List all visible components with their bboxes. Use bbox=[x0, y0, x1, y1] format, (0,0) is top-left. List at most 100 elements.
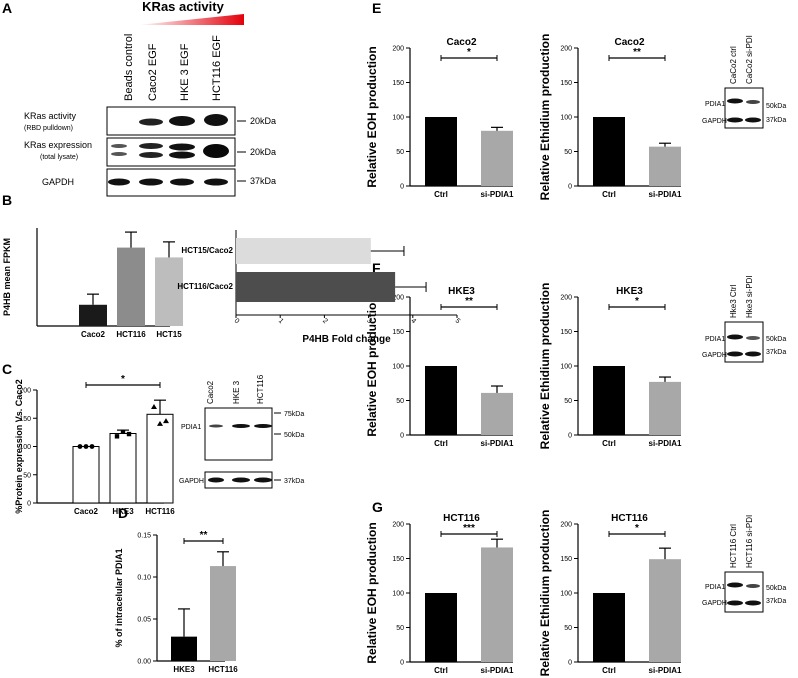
y-axis-label: % of intracelular PDIA1 bbox=[114, 548, 124, 647]
panel-label-b: B bbox=[2, 192, 12, 208]
row-label: PDIA1 bbox=[705, 584, 725, 591]
lane-label: Hke3 Ctrl bbox=[729, 284, 738, 318]
lane-label: HKE 3 EGF bbox=[179, 43, 191, 101]
x-tick-label: HCT116 bbox=[208, 665, 238, 674]
bar bbox=[146, 413, 174, 504]
blot-band bbox=[232, 477, 250, 483]
data-point bbox=[114, 434, 120, 439]
kras-activity-title: KRas activity bbox=[142, 0, 224, 14]
row-label: KRas expression bbox=[24, 140, 92, 150]
x-tick-label: HCT15 bbox=[156, 330, 182, 339]
y-tick-label: 100 bbox=[392, 364, 404, 371]
chart-title: HCT116 bbox=[611, 513, 648, 524]
data-point bbox=[126, 431, 132, 437]
panel-label-c: C bbox=[2, 361, 12, 377]
x-tick-label: Ctrl bbox=[434, 439, 448, 448]
y-axis-label: Relative EOH production bbox=[365, 46, 379, 187]
x-tick-label: si-PDIA1 bbox=[481, 190, 514, 199]
marker-size: 37kDa bbox=[766, 117, 786, 124]
blot-band bbox=[727, 98, 743, 104]
row-label: PDIA1 bbox=[705, 101, 725, 108]
y-tick-label: 100 bbox=[19, 444, 31, 451]
blot-frame bbox=[724, 87, 764, 129]
y-tick-label: 200 bbox=[19, 388, 31, 395]
y-tick-label: 50 bbox=[564, 625, 572, 632]
chart-title: Caco2 bbox=[446, 37, 476, 48]
bar bbox=[649, 381, 681, 435]
lane-label: CaCo2 si-PDI bbox=[745, 35, 754, 84]
blot-band bbox=[232, 424, 250, 428]
y-tick-label: HCT116/Caco2 bbox=[177, 282, 233, 291]
lane-label: Hke3 si-PDI bbox=[745, 275, 754, 318]
blot-band bbox=[169, 116, 195, 126]
panel-label-a: A bbox=[2, 0, 12, 16]
blot-band bbox=[170, 178, 194, 186]
y-tick-label: 150 bbox=[392, 556, 404, 563]
data-point bbox=[151, 403, 157, 409]
blot-band bbox=[254, 477, 272, 483]
y-tick-label: 50 bbox=[396, 149, 404, 156]
y-tick-label: 150 bbox=[19, 416, 31, 423]
blot-band bbox=[139, 143, 163, 149]
panel-label-e: E bbox=[372, 0, 381, 16]
x-tick-label: 2 bbox=[321, 317, 329, 325]
bar bbox=[593, 593, 625, 662]
blot-c: Caco2 HKE 3 HCT116 PDIA1 GAPDH 75kDa 50k… bbox=[179, 374, 304, 489]
blot-band bbox=[111, 144, 127, 148]
y-tick-label: 200 bbox=[560, 295, 572, 302]
bar bbox=[155, 257, 183, 326]
bar bbox=[593, 366, 625, 435]
blot-band bbox=[209, 424, 223, 428]
y-axis-label: P4HB mean FPKM bbox=[2, 238, 12, 316]
blot-band bbox=[727, 600, 743, 606]
row-label: PDIA1 bbox=[181, 424, 201, 431]
x-tick-label: Ctrl bbox=[434, 190, 448, 199]
y-tick-label: 0.10 bbox=[137, 575, 151, 582]
bar bbox=[649, 146, 681, 186]
marker-size: 37kDa bbox=[766, 349, 786, 356]
blot-band bbox=[745, 600, 761, 606]
x-tick-label: 0 bbox=[233, 317, 241, 325]
y-axis-label: %Protein expression Vs. Caco2 bbox=[14, 379, 24, 514]
blot-band bbox=[139, 178, 163, 186]
blot-band bbox=[727, 351, 743, 357]
blot-band bbox=[746, 336, 760, 340]
data-point bbox=[77, 444, 83, 449]
y-tick-label: 0.05 bbox=[137, 617, 151, 624]
bar bbox=[425, 593, 457, 662]
y-tick-label: 200 bbox=[560, 46, 572, 53]
x-tick-label: si-PDIA1 bbox=[649, 666, 682, 675]
y-tick-label: 0.00 bbox=[137, 659, 151, 666]
chart-title: HCT116 bbox=[443, 513, 480, 524]
y-tick-label: 50 bbox=[564, 398, 572, 405]
blot-band bbox=[169, 151, 195, 159]
row-label: KRas activity bbox=[24, 111, 77, 121]
y-tick-label: 0 bbox=[568, 433, 572, 440]
marker-size: 20kDa bbox=[250, 116, 276, 126]
x-tick-label: si-PDIA1 bbox=[649, 439, 682, 448]
bar bbox=[481, 130, 513, 186]
bar bbox=[593, 117, 625, 186]
lane-label: HCT116 Ctrl bbox=[729, 524, 738, 568]
y-tick-label: 150 bbox=[560, 556, 572, 563]
row-label: GAPDH bbox=[42, 177, 74, 187]
x-tick-label: 1 bbox=[277, 317, 285, 325]
lane-label: Beads control bbox=[123, 34, 135, 101]
blot-band bbox=[254, 424, 272, 428]
y-tick-label: 200 bbox=[392, 522, 404, 529]
chart-title: HKE3 bbox=[616, 286, 643, 297]
blot-band bbox=[139, 118, 163, 126]
x-tick-label: Ctrl bbox=[602, 190, 616, 199]
row-sublabel: (RBD pulldown) bbox=[24, 125, 73, 132]
blot-band bbox=[139, 152, 163, 158]
x-tick-label: HCT116 bbox=[116, 330, 146, 339]
y-tick-label: 150 bbox=[560, 80, 572, 87]
blot-e: CaCo2 ctrl CaCo2 si-PDI PDIA1 GAPDH 50kD… bbox=[702, 35, 786, 129]
blot-a: KRas activity Beads control Caco2 EGF HK… bbox=[24, 0, 276, 197]
blot-band bbox=[727, 582, 743, 588]
x-tick-label: HKE3 bbox=[112, 507, 134, 516]
significance-mark: ** bbox=[633, 47, 641, 58]
marker-size: 50kDa bbox=[766, 585, 786, 592]
blot-band bbox=[204, 114, 228, 126]
bar bbox=[210, 566, 236, 661]
